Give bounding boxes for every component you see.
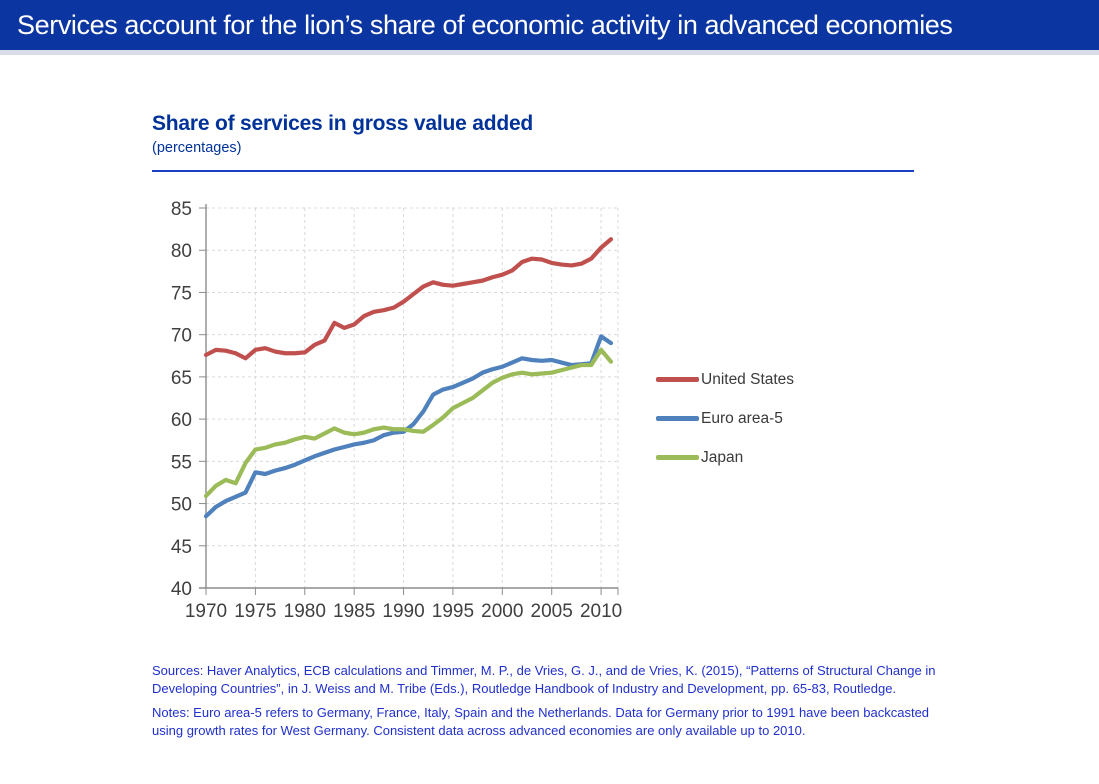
legend-label: Euro area-5 — [701, 409, 783, 427]
y-axis-label: 65 — [171, 368, 192, 389]
banner-title: Services account for the lion’s share of… — [17, 9, 953, 40]
x-axis-label: 1985 — [333, 601, 375, 622]
chart-subtitle: (percentages) — [152, 140, 242, 156]
legend-line-japan — [656, 455, 699, 460]
y-axis-label: 45 — [171, 537, 192, 558]
x-axis-label: 2000 — [481, 601, 523, 622]
legend-line-euro-area-5 — [656, 416, 699, 421]
x-axis-label: 1980 — [284, 601, 326, 622]
x-axis-label: 1970 — [185, 601, 227, 622]
legend-label: Japan — [701, 448, 744, 466]
chart-header: Share of services in gross value added (… — [152, 112, 922, 156]
y-axis-label: 50 — [171, 495, 192, 516]
chart-title: Share of services in gross value added — [152, 112, 534, 135]
footnote-sources: Sources: Haver Analytics, ECB calculatio… — [152, 663, 936, 696]
footnote-notes: Notes: Euro area-5 refers to Germany, Fr… — [152, 705, 930, 738]
series-line-japan — [203, 347, 614, 499]
legend-line-united-states — [656, 377, 699, 382]
legend-item-united-states: United States — [656, 360, 794, 399]
x-axis-label: 2005 — [531, 601, 573, 622]
y-axis-label: 70 — [171, 326, 192, 347]
x-axis-label: 1990 — [382, 601, 424, 622]
y-axis-label: 60 — [171, 410, 192, 431]
x-axis-label: 1975 — [234, 601, 276, 622]
title-underline — [152, 170, 914, 172]
y-axis-label: 80 — [171, 241, 192, 262]
y-axis-label: 75 — [171, 283, 192, 304]
series-line-united-states — [203, 237, 614, 361]
footnotes: Sources: Haver Analytics, ECB calculatio… — [152, 662, 944, 746]
y-axis-label: 40 — [171, 579, 192, 600]
legend-label: United States — [701, 370, 795, 388]
y-axis-label: 55 — [171, 452, 192, 473]
legend-item-euro-area-5: Euro area-5 — [656, 399, 794, 438]
series-line-euro-area-5 — [203, 334, 614, 519]
x-axis-label: 2010 — [580, 601, 622, 622]
legend-item-japan: Japan — [656, 438, 794, 477]
y-axis-label: 85 — [171, 199, 192, 220]
x-axis-label: 1995 — [432, 601, 474, 622]
top-banner: Services account for the lion’s share of… — [0, 0, 1099, 55]
chart-legend: United States Euro area-5 Japan — [656, 360, 794, 477]
